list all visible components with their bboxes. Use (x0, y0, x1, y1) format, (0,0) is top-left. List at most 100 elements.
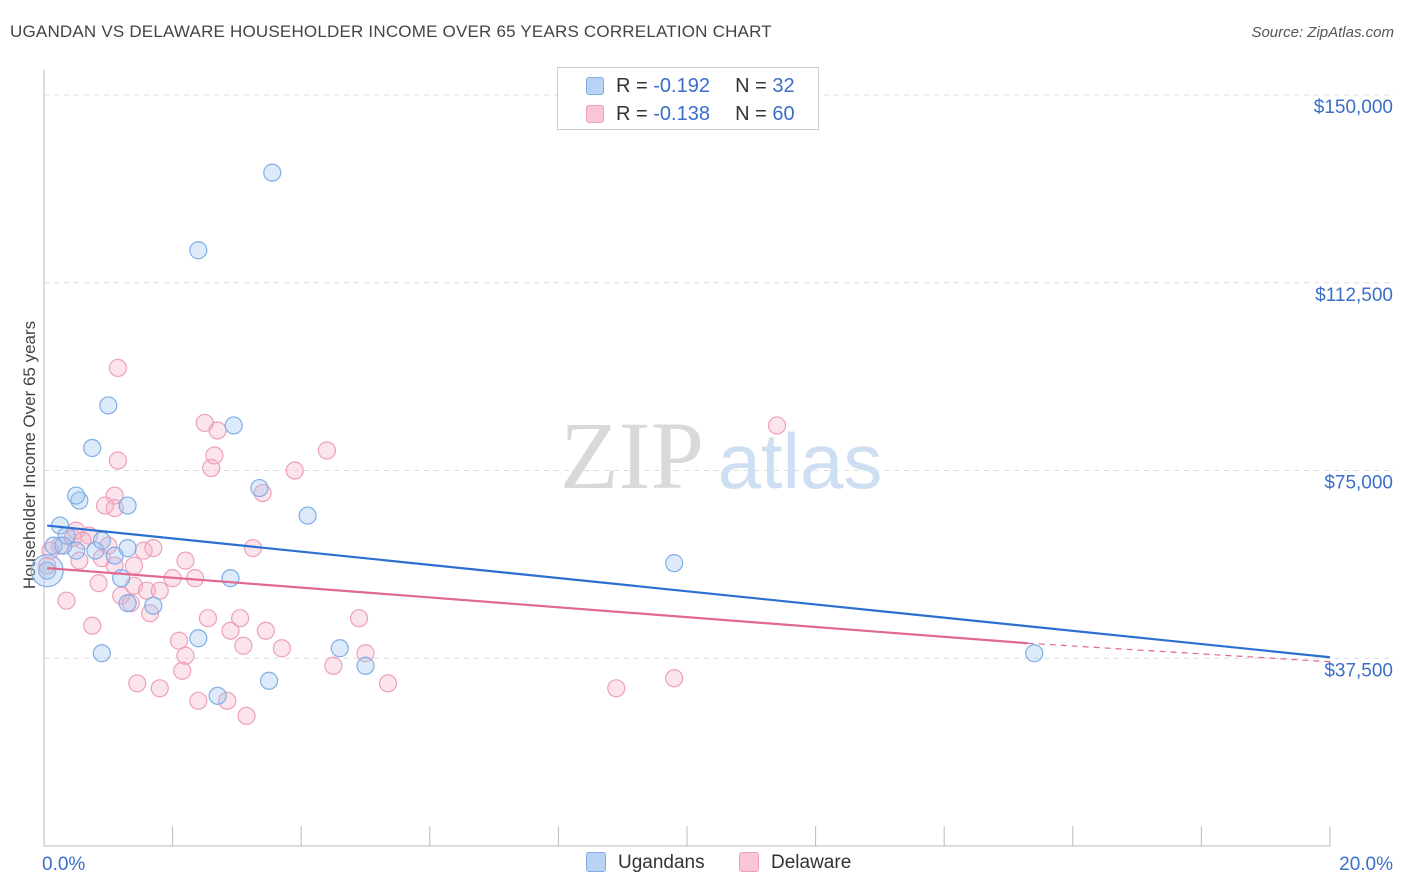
ugandans-point (38, 561, 57, 580)
delaware-point (256, 621, 275, 640)
ugandans-point (99, 396, 118, 415)
ugandans-point (30, 554, 64, 588)
delaware-point (169, 631, 189, 650)
ugandans-point (224, 416, 243, 435)
legend-swatch-pink (739, 852, 759, 872)
y-tick-label: $150,000 (1314, 97, 1393, 118)
delaware-point (89, 574, 108, 593)
legend-r-label: R = (616, 103, 648, 125)
delaware-point (144, 539, 163, 558)
legend-n-value: 60 (772, 103, 795, 125)
delaware-point (176, 551, 195, 570)
stats-legend: R = -0.192 N = 32 R = -0.138 N = 60 (557, 67, 819, 130)
delaware-point (208, 421, 227, 440)
ugandans-point (44, 536, 63, 555)
ugandans-point (356, 656, 375, 675)
delaware-point (124, 556, 144, 575)
ugandans-point (92, 531, 111, 550)
legend-swatch-blue (586, 77, 604, 95)
delaware-point (137, 581, 156, 600)
trend-lines (47, 524, 1331, 663)
legend-label-delaware: Delaware (771, 852, 852, 873)
delaware-point (349, 609, 369, 628)
x-tick-label: 20.0% (1339, 854, 1393, 875)
delaware-point (324, 656, 343, 675)
delaware-point (108, 358, 128, 377)
legend-r-value: -0.192 (653, 75, 710, 97)
ugandans-point (263, 163, 282, 182)
ugandans-point (330, 639, 349, 658)
delaware-point (234, 636, 253, 655)
delaware-point (173, 661, 192, 680)
delaware-point (57, 591, 76, 610)
axes (43, 70, 1331, 847)
delaware-point (38, 556, 57, 575)
watermark: ZIP atlas (560, 402, 882, 509)
delaware-point (150, 679, 169, 698)
y-tick-label: $112,500 (1315, 285, 1393, 306)
delaware-point (272, 639, 292, 658)
delaware-point (607, 679, 626, 698)
delaware-trend-line (47, 567, 1028, 645)
delaware-point (176, 646, 195, 665)
delaware-point (237, 706, 256, 725)
ugandans-point (144, 596, 163, 615)
delaware-point (189, 691, 208, 710)
ugandans-point (189, 629, 208, 648)
ugandans-point (67, 486, 86, 505)
ugandans-point (259, 671, 279, 690)
delaware-point (665, 669, 684, 688)
ugandans-point (118, 539, 137, 558)
ugandans-point (83, 438, 102, 458)
y-tick-label: $37,500 (1324, 660, 1393, 681)
ugandans-point (92, 644, 111, 663)
source-label: Source: ZipAtlas.com (1251, 24, 1394, 41)
ugandans-point (221, 569, 240, 588)
ugandans-point (54, 536, 73, 555)
delaware-point (253, 483, 272, 503)
ugandans-point (70, 491, 89, 510)
ugandans-point (118, 496, 137, 515)
delaware-point (218, 691, 237, 710)
ugandans-point (118, 594, 137, 613)
ugandans-point (250, 478, 269, 498)
ugandans-point (1025, 644, 1044, 663)
delaware-point (285, 461, 304, 480)
delaware-point (108, 451, 128, 470)
delaware-point (221, 621, 240, 640)
ugandans-point (189, 241, 208, 260)
gridlines (44, 94, 1395, 659)
chart-title: UGANDAN VS DELAWARE HOUSEHOLDER INCOME O… (10, 22, 772, 41)
legend-n-label: N = (735, 75, 767, 97)
ugandans-points (30, 163, 1044, 705)
watermark-zip: ZIP (560, 402, 704, 509)
delaware-point (317, 441, 337, 460)
legend-swatch-blue (586, 852, 606, 872)
legend-n-value: 32 (772, 75, 795, 97)
delaware-point (83, 616, 102, 635)
delaware-point (231, 609, 250, 628)
delaware-point (378, 674, 398, 693)
ugandans-point (665, 554, 684, 573)
y-tick-label: $75,000 (1324, 473, 1393, 494)
ugandans-point (208, 686, 227, 705)
watermark-atlas: atlas (718, 417, 883, 505)
ugandans-point (86, 541, 105, 560)
ugandans-point (298, 506, 317, 525)
ugandans-trend-line (47, 524, 1331, 659)
legend-swatch-pink (586, 105, 604, 123)
legend-r-value: -0.138 (653, 103, 710, 125)
legend-label-ugandans: Ugandans (618, 852, 705, 873)
delaware-point (70, 551, 89, 570)
delaware-point (767, 416, 787, 435)
legend-n-label: N = (735, 103, 767, 125)
delaware-point (128, 674, 147, 693)
delaware-point (356, 644, 375, 663)
legend-r-label: R = (616, 75, 648, 97)
delaware-point (198, 609, 218, 628)
x-tick-label: 0.0% (42, 854, 85, 875)
ugandans-point (112, 569, 131, 588)
delaware-point (205, 446, 224, 465)
delaware-point (105, 486, 124, 505)
